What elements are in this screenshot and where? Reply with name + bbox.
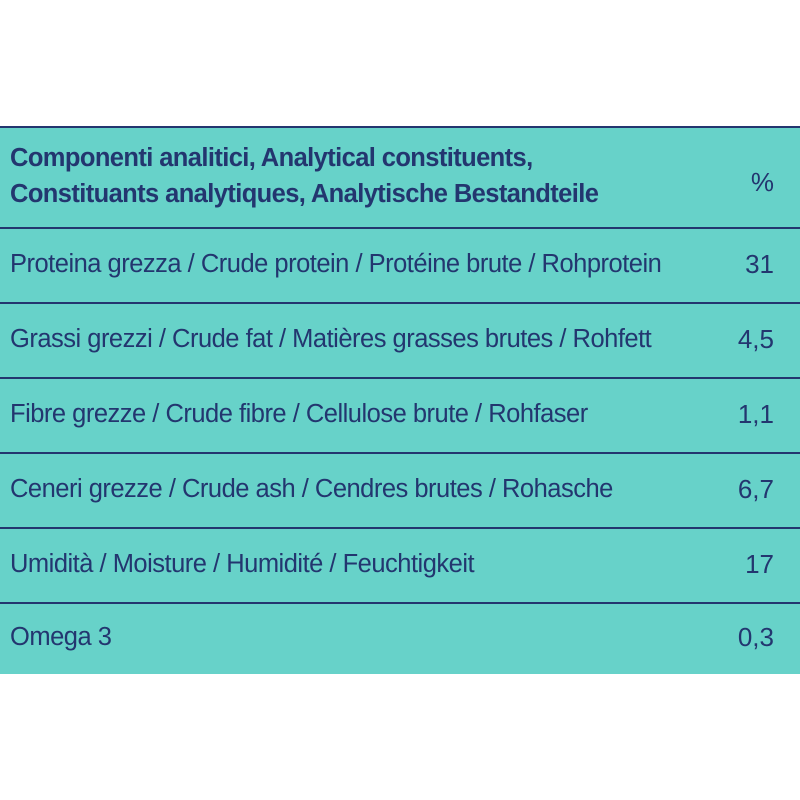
row-label: Proteina grezza / Crude protein / Protéi… [10, 250, 662, 278]
header-line-2: Constituants analytiques, Analytische Be… [10, 180, 599, 208]
analytical-constituents-table: Componenti analitici, Analytical constit… [0, 126, 800, 674]
row-label: Umidità / Moisture / Humidité / Feuchtig… [10, 550, 475, 578]
header-line-1: Componenti analitici, Analytical constit… [10, 144, 533, 172]
table-row: Fibre grezze / Crude fibre / Cellulose b… [0, 379, 800, 452]
row-label: Omega 3 [10, 623, 112, 651]
row-divider [0, 302, 800, 304]
row-value: 4,5 [737, 324, 774, 354]
table-row: Grassi grezzi / Crude fat / Matières gra… [0, 304, 800, 377]
row-divider [0, 377, 800, 379]
row-value: 6,7 [737, 474, 774, 504]
row-label: Ceneri grezze / Crude ash / Cendres brut… [10, 475, 613, 503]
table-row: Umidità / Moisture / Humidité / Feuchtig… [0, 529, 800, 602]
table-header: Componenti analitici, Analytical constit… [0, 126, 800, 228]
row-divider [0, 452, 800, 454]
row-value: 0,3 [737, 622, 774, 652]
table-row: Ceneri grezze / Crude ash / Cendres brut… [0, 454, 800, 527]
header-unit: % [750, 167, 774, 197]
row-divider [0, 602, 800, 604]
row-divider [0, 527, 800, 529]
header-label: Componenti analitici, Analytical constit… [10, 140, 599, 212]
row-divider [0, 227, 800, 229]
top-border [0, 126, 800, 128]
row-value: 17 [745, 549, 774, 579]
row-value: 1,1 [737, 399, 774, 429]
table-row: Proteina grezza / Crude protein / Protéi… [0, 229, 800, 302]
row-label: Fibre grezze / Crude fibre / Cellulose b… [10, 400, 588, 428]
row-label: Grassi grezzi / Crude fat / Matières gra… [10, 325, 652, 353]
row-value: 31 [745, 249, 774, 279]
table-row: Omega 3 0,3 [0, 604, 800, 674]
